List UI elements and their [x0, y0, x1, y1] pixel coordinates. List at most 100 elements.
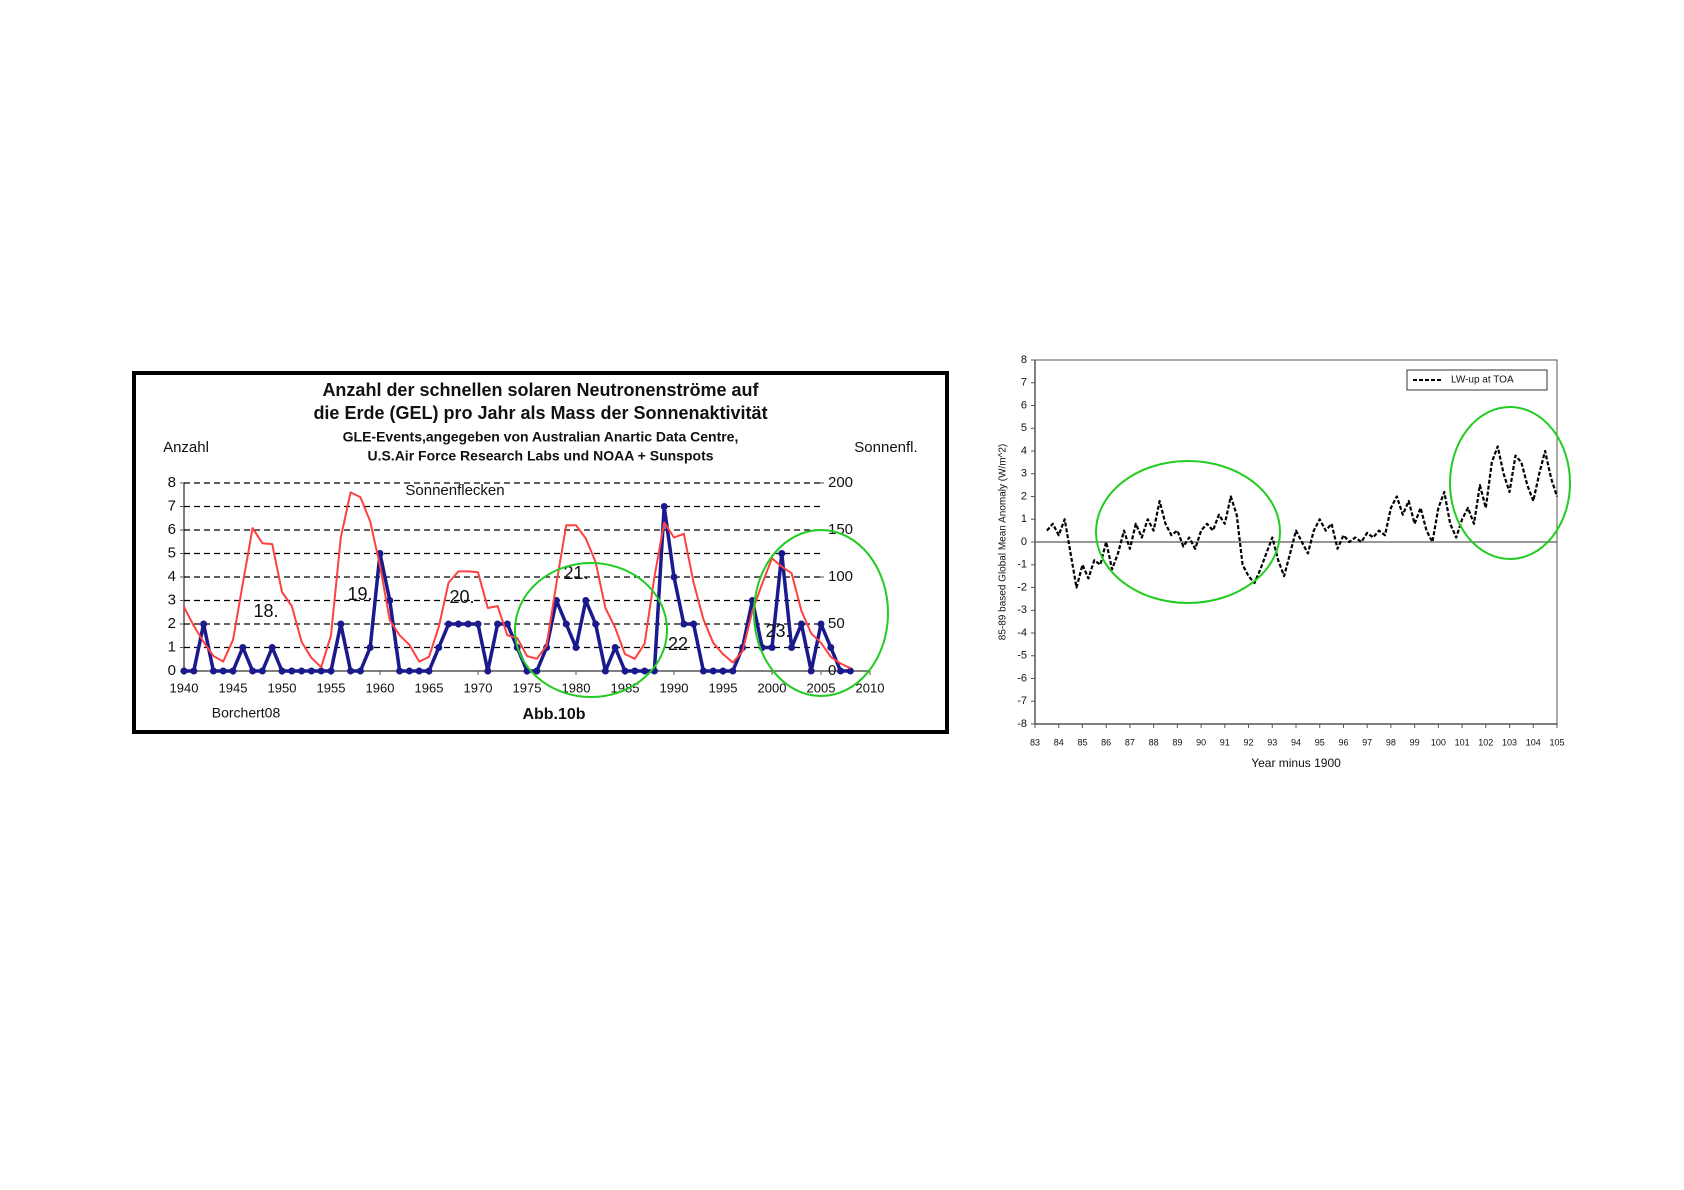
- data-point: [660, 503, 668, 510]
- x-tick-label: 88: [1149, 737, 1159, 747]
- data-point: [190, 667, 198, 675]
- x-tick-label: 90: [1196, 737, 1206, 747]
- y-tick-label: 1: [168, 638, 176, 655]
- x-tick-label: 105: [1549, 737, 1564, 747]
- y-tick-label: -4: [1017, 627, 1027, 639]
- x-tick-label: 2005: [807, 680, 836, 695]
- data-point: [572, 644, 580, 651]
- x-tick-label: 103: [1502, 737, 1517, 747]
- x-tick-label: 1950: [268, 680, 297, 695]
- chart-frame: [132, 371, 949, 734]
- x-tick-label: 94: [1291, 737, 1301, 747]
- data-point: [807, 667, 815, 675]
- annotation: Abb.10b: [522, 706, 585, 723]
- x-tick-label: 85: [1077, 737, 1087, 747]
- data-point: [562, 620, 570, 628]
- highlight-circle: [514, 562, 668, 698]
- y-tick-label: 7: [1021, 377, 1027, 389]
- x-tick-label: 91: [1220, 737, 1230, 747]
- y-tick-label: -8: [1017, 718, 1027, 730]
- data-point: [415, 667, 423, 675]
- x-tick-label: 99: [1410, 737, 1420, 747]
- annotation: 22: [668, 634, 688, 654]
- legend-label: LW-up at TOA: [1451, 375, 1514, 386]
- data-point: [347, 667, 355, 675]
- x-tick-label: 1975: [513, 680, 542, 695]
- y-tick-label: -6: [1017, 672, 1027, 684]
- x-tick-label: 1980: [562, 680, 591, 695]
- y-tick-label: 8: [1021, 354, 1027, 366]
- y2-tick-label: 100: [828, 568, 853, 585]
- data-point: [405, 667, 413, 675]
- data-point: [778, 550, 786, 557]
- y-tick-label: 0: [1021, 536, 1027, 548]
- data-point: [337, 620, 345, 628]
- data-point: [582, 597, 590, 604]
- data-point: [533, 667, 541, 675]
- data-point: [768, 644, 776, 651]
- data-point: [288, 667, 296, 675]
- data-point: [631, 667, 639, 675]
- x-tick-label: 100: [1431, 737, 1446, 747]
- x-tick-label: 1970: [464, 680, 493, 695]
- x-tick-label: 89: [1172, 737, 1182, 747]
- y-axis-label: 85-89 based Global Mean Anomaly (W/m^2): [998, 444, 1009, 640]
- data-point: [229, 667, 237, 675]
- x-tick-label: 93: [1267, 737, 1277, 747]
- y-tick-label: 3: [1021, 468, 1027, 480]
- x-tick-label: 97: [1362, 737, 1372, 747]
- data-point: [621, 667, 629, 675]
- y2-tick-label: 50: [828, 615, 845, 632]
- data-point: [601, 667, 609, 675]
- series-line: [183, 491, 851, 670]
- data-point: [484, 667, 492, 675]
- data-point: [366, 644, 374, 651]
- data-point: [425, 667, 433, 675]
- legend-box: [1406, 369, 1548, 391]
- data-point: [258, 667, 266, 675]
- x-tick-label: 1985: [611, 680, 640, 695]
- y-tick-label: 6: [168, 521, 176, 538]
- data-point: [209, 667, 217, 675]
- data-point: [592, 620, 600, 628]
- data-point: [317, 667, 325, 675]
- y2-axis-label: Sonnenfl.: [854, 439, 917, 456]
- x-tick-label: 101: [1455, 737, 1470, 747]
- x-tick-label: 84: [1054, 737, 1064, 747]
- annotation: 20.: [449, 587, 474, 607]
- data-point: [445, 620, 453, 628]
- x-tick-label: 1940: [170, 680, 199, 695]
- annotation: 23.: [765, 621, 790, 641]
- y-tick-label: 4: [168, 568, 176, 585]
- y-tick-label: -5: [1017, 650, 1027, 662]
- data-point: [219, 667, 227, 675]
- data-point: [827, 644, 835, 651]
- data-point: [611, 644, 619, 651]
- data-point: [268, 644, 276, 651]
- y-tick-label: 5: [1021, 422, 1027, 434]
- y-tick-label: 5: [168, 544, 176, 561]
- data-point: [396, 667, 404, 675]
- data-point: [464, 620, 472, 628]
- highlight-circle: [1095, 460, 1281, 604]
- data-point: [327, 667, 335, 675]
- chart-title: die Erde (GEL) pro Jahr als Mass der Son…: [313, 403, 767, 423]
- x-tick-label: 1945: [219, 680, 248, 695]
- data-point: [817, 620, 825, 628]
- data-point: [503, 620, 511, 628]
- y-tick-label: -3: [1017, 604, 1027, 616]
- x-tick-label: 1960: [366, 680, 395, 695]
- y-tick-label: -1: [1017, 559, 1027, 571]
- highlight-circle: [753, 529, 889, 697]
- y-tick-label: -2: [1017, 581, 1027, 593]
- x-tick-label: 1955: [317, 680, 346, 695]
- y2-tick-label: 150: [828, 521, 853, 538]
- y-tick-label: 2: [168, 615, 176, 632]
- data-point: [709, 667, 717, 675]
- data-point: [690, 620, 698, 628]
- x-tick-label: 2000: [758, 680, 787, 695]
- x-tick-label: 96: [1338, 737, 1348, 747]
- data-point: [435, 644, 443, 651]
- annotation: 19.: [347, 584, 372, 604]
